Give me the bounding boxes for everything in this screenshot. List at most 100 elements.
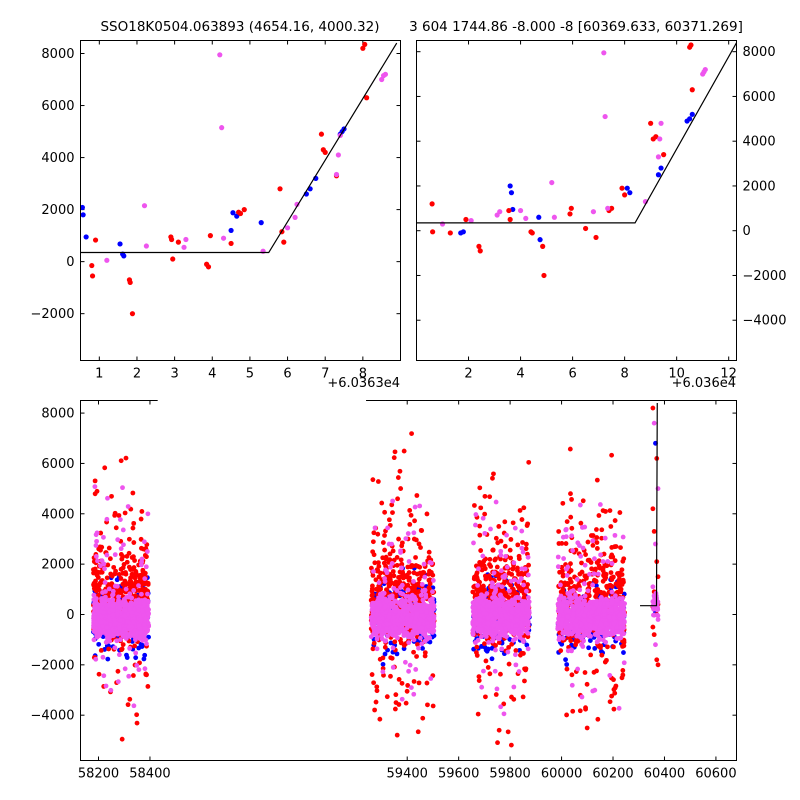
data-point <box>414 493 420 498</box>
data-point <box>416 680 422 686</box>
data-point <box>219 125 225 131</box>
data-point <box>387 551 393 557</box>
data-point <box>117 618 123 624</box>
y-tick-label: −2000 <box>31 658 75 673</box>
data-point <box>113 525 119 531</box>
data-point <box>416 541 422 547</box>
data-point <box>374 612 379 618</box>
data-point <box>404 572 410 578</box>
data-point <box>126 673 132 679</box>
data-point <box>376 560 381 566</box>
data-point <box>509 694 514 700</box>
data-point <box>569 672 575 678</box>
data-point <box>504 606 510 611</box>
data-point <box>385 525 391 531</box>
data-point <box>133 655 139 661</box>
panel-2: 3 604 1744.86 -8.000 -8 [60369.633, 6037… <box>409 19 786 391</box>
data-point <box>384 694 390 700</box>
data-point <box>415 589 421 595</box>
data-point <box>386 517 392 523</box>
data-point <box>207 233 213 239</box>
data-point <box>492 619 498 625</box>
data-point <box>138 545 144 551</box>
data-point <box>525 582 530 587</box>
y-tick-label: 4000 <box>41 151 74 166</box>
data-point <box>408 685 414 690</box>
y-tick-label: 8000 <box>41 407 74 422</box>
data-point <box>395 496 401 502</box>
data-point <box>594 592 599 597</box>
data-point <box>374 684 380 690</box>
data-point <box>382 533 387 538</box>
data-point <box>506 661 512 667</box>
y-tick-label: 4000 <box>743 135 776 150</box>
data-point <box>107 556 113 562</box>
data-point <box>508 537 514 542</box>
data-point <box>689 111 695 117</box>
data-point <box>477 532 483 538</box>
data-point <box>383 554 389 560</box>
data-point <box>126 564 132 570</box>
data-point <box>406 668 412 674</box>
data-point <box>519 545 525 551</box>
data-point <box>519 588 525 594</box>
data-point <box>479 684 485 690</box>
data-point <box>220 235 227 241</box>
data-point <box>117 517 123 523</box>
data-point <box>583 225 589 232</box>
data-point <box>418 545 423 550</box>
data-point <box>418 527 424 533</box>
data-point <box>526 599 532 605</box>
y-tick-label: 4000 <box>41 507 74 522</box>
data-point <box>510 566 516 572</box>
data-point <box>136 607 141 613</box>
data-point <box>116 652 122 658</box>
data-point <box>569 525 575 531</box>
x-tick-label: 59800 <box>489 767 530 782</box>
data-point <box>115 668 121 674</box>
data-point <box>428 611 434 617</box>
data-point <box>487 562 492 567</box>
data-point <box>428 560 434 566</box>
data-point <box>412 605 418 611</box>
data-point <box>398 628 404 634</box>
data-point <box>121 562 127 567</box>
data-point <box>517 602 523 608</box>
data-point <box>491 471 496 477</box>
data-point <box>388 573 394 579</box>
data-point <box>419 613 425 618</box>
data-point <box>119 588 125 594</box>
data-point <box>144 549 150 554</box>
data-point <box>104 625 109 630</box>
data-point <box>612 518 618 523</box>
data-point <box>131 703 137 709</box>
data-point <box>133 650 139 656</box>
data-point <box>118 576 124 581</box>
data-point <box>138 617 144 623</box>
data-point <box>98 647 104 653</box>
data-point <box>390 548 396 554</box>
data-point <box>389 541 395 547</box>
data-point <box>396 677 402 682</box>
data-point <box>493 556 498 562</box>
data-point <box>414 611 420 617</box>
data-point <box>483 658 489 664</box>
data-point <box>415 729 421 735</box>
data-point <box>408 512 414 518</box>
data-point <box>118 546 124 552</box>
data-point <box>567 211 573 217</box>
data-point <box>371 640 377 646</box>
data-point <box>419 641 425 647</box>
data-point <box>594 527 599 532</box>
data-point <box>100 590 105 595</box>
data-point <box>522 678 527 684</box>
data-point <box>258 220 264 226</box>
data-point <box>110 592 115 598</box>
data-point <box>508 742 514 748</box>
data-point <box>118 458 124 464</box>
data-point <box>389 561 395 566</box>
data-point <box>95 558 100 564</box>
data-point <box>487 494 493 500</box>
data-point <box>602 113 608 120</box>
data-point <box>487 556 493 562</box>
